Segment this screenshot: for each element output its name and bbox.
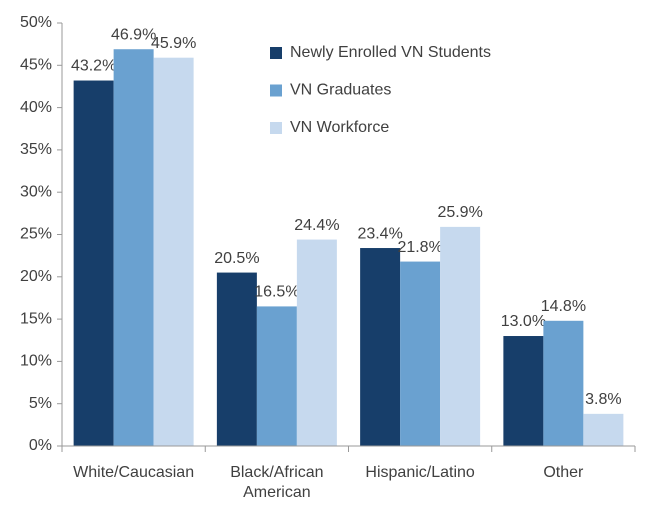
y-tick-label: 0%	[29, 437, 52, 454]
legend-swatch	[270, 47, 282, 59]
x-tick-label: White/Caucasian	[73, 464, 195, 481]
bar	[360, 248, 401, 446]
y-tick-label: 25%	[20, 226, 52, 243]
bar	[400, 261, 441, 446]
bar	[543, 320, 584, 446]
legend-label: VN Workforce	[290, 119, 389, 136]
bar	[216, 272, 257, 446]
value-label: 21.8%	[397, 239, 442, 256]
value-label: 3.8%	[585, 391, 621, 408]
y-tick-label: 40%	[20, 99, 52, 116]
bar	[73, 80, 114, 446]
value-label: 23.4%	[357, 225, 402, 242]
y-tick-label: 50%	[20, 14, 52, 31]
x-tick-label: Black/African American	[230, 464, 324, 501]
y-tick-label: 5%	[29, 395, 52, 412]
value-label: 14.8%	[541, 298, 586, 315]
value-label: 24.4%	[294, 217, 339, 234]
bar	[583, 413, 624, 446]
value-label: 20.5%	[214, 250, 259, 267]
bar	[503, 336, 544, 446]
value-label: 13.0%	[501, 313, 546, 330]
bar	[153, 57, 194, 446]
value-label: 46.9%	[111, 26, 156, 43]
x-tick-label: Hispanic/Latino	[365, 464, 475, 481]
bar	[296, 239, 337, 446]
bar	[113, 49, 154, 446]
y-tick-label: 10%	[20, 353, 52, 370]
legend-swatch	[270, 122, 282, 134]
y-tick-label: 30%	[20, 183, 52, 200]
legend-swatch	[270, 84, 282, 97]
value-label: 45.9%	[151, 35, 196, 52]
y-tick-label: 20%	[20, 268, 52, 285]
legend-label: Newly Enrolled VN Students	[290, 44, 491, 61]
bar	[256, 306, 297, 446]
y-tick-label: 15%	[20, 310, 52, 327]
value-label: 43.2%	[71, 58, 116, 75]
legend-label: VN Graduates	[290, 82, 391, 99]
value-label: 16.5%	[254, 284, 299, 301]
bar	[440, 226, 481, 446]
value-label: 25.9%	[437, 204, 482, 221]
y-tick-label: 45%	[20, 57, 52, 74]
y-tick-label: 35%	[20, 141, 52, 158]
x-tick-label: Other	[543, 464, 584, 481]
